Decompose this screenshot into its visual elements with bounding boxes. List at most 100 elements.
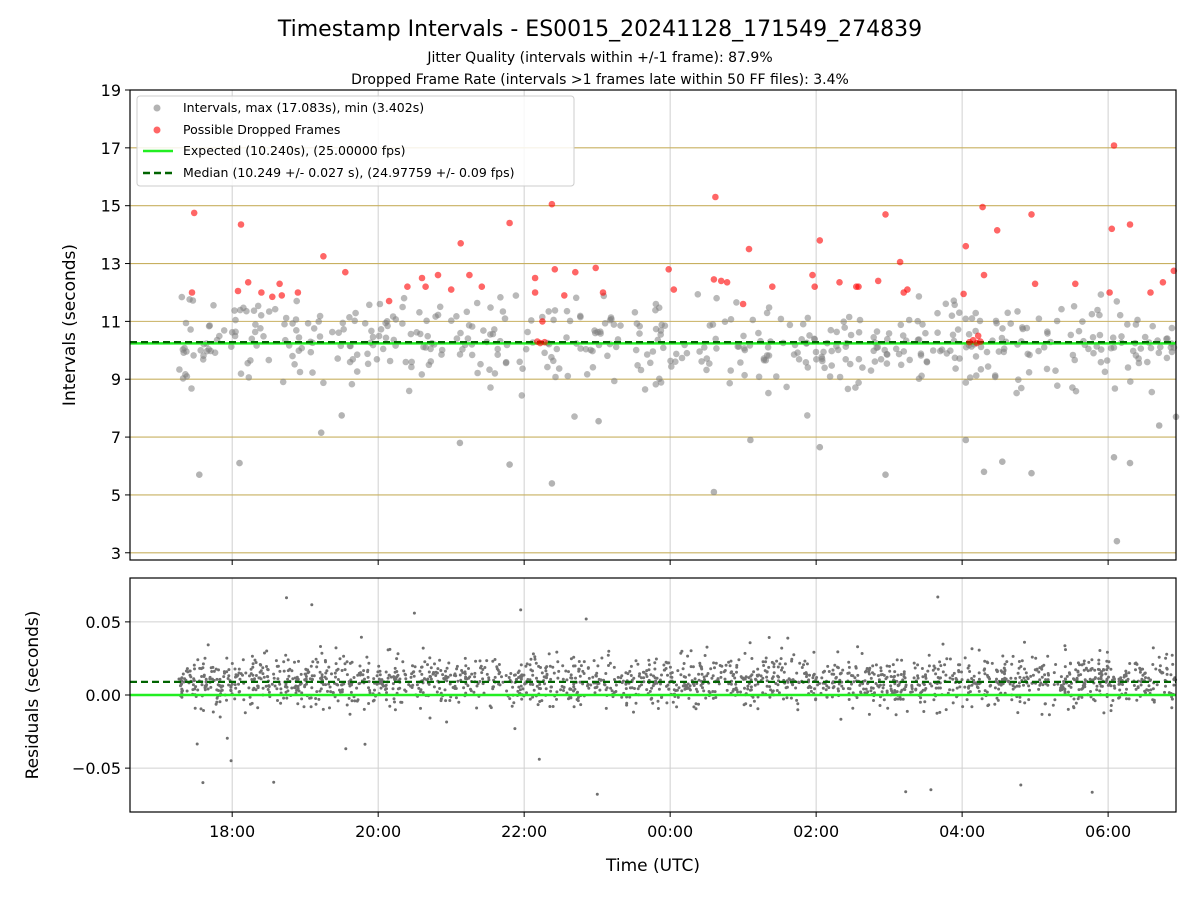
interval-point [883, 360, 891, 367]
residual-point [317, 697, 321, 701]
residual-point [296, 677, 300, 681]
interval-point [828, 362, 835, 369]
residual-point [340, 683, 344, 687]
interval-point [338, 412, 346, 419]
residual-point [869, 686, 873, 690]
interval-point [231, 307, 238, 314]
residual-point [415, 683, 419, 687]
residual-point [1043, 673, 1047, 677]
residual-point [547, 652, 551, 656]
residual-point [466, 684, 470, 688]
interval-point [883, 351, 891, 358]
interval-point [962, 379, 970, 386]
residual-point [436, 667, 440, 671]
residual-point [734, 687, 738, 691]
residual-point [420, 672, 424, 676]
residual-point [1023, 667, 1026, 671]
interval-point [182, 371, 189, 378]
dropped-frame-point [896, 258, 904, 266]
dropped-frame-point [874, 277, 882, 285]
interval-point [1094, 306, 1101, 314]
interval-point [1167, 344, 1175, 351]
residual-point [594, 674, 598, 678]
interval-point [871, 358, 879, 365]
residual-point [938, 686, 942, 690]
residual-point [1086, 669, 1090, 673]
residual-point [497, 663, 501, 666]
residual-point [752, 670, 756, 674]
residual-point [181, 672, 185, 676]
residual-point [1145, 688, 1149, 692]
residual-point [904, 685, 908, 689]
residual-point [1161, 671, 1165, 675]
interval-point [956, 309, 963, 317]
residual-point [645, 688, 649, 692]
residual-point [814, 698, 818, 702]
residual-point [756, 667, 760, 671]
residual-point [595, 671, 599, 675]
interval-point [1015, 376, 1022, 384]
residual-point [847, 698, 851, 701]
interval-point [453, 335, 461, 342]
interval-point [252, 321, 259, 328]
residual-point [1053, 698, 1057, 702]
interval-point [1096, 311, 1103, 319]
residual-point [303, 678, 307, 682]
interval-point [847, 331, 855, 339]
interval-point [307, 348, 315, 356]
residual-point [577, 667, 581, 671]
residual-point [556, 660, 560, 664]
residual-point [836, 650, 840, 654]
interval-point [855, 379, 862, 387]
residual-point [378, 673, 382, 677]
residual-point [749, 688, 753, 692]
x-axis-label: Time (UTC) [605, 856, 700, 876]
residual-point [267, 690, 271, 694]
interval-point [340, 326, 348, 333]
residual-point [353, 699, 357, 703]
interval-point [897, 321, 905, 329]
interval-point [594, 328, 601, 336]
interval-point [706, 322, 714, 329]
residual-point [273, 684, 277, 688]
residual-point [572, 689, 575, 693]
interval-point [589, 364, 597, 371]
residual-point [529, 657, 533, 661]
residual-point [884, 677, 888, 681]
residual-point [533, 655, 537, 659]
residual-point [344, 747, 348, 751]
residual-point [1013, 685, 1017, 689]
residual-point [529, 668, 533, 672]
interval-point [923, 358, 931, 366]
residual-point [705, 645, 709, 649]
residual-point [511, 685, 515, 689]
residual-point [384, 670, 388, 674]
residual-point [555, 690, 559, 694]
residual-point [1078, 663, 1081, 667]
interval-point [813, 356, 820, 363]
residual-point [749, 685, 753, 689]
residual-point [930, 684, 934, 688]
residual-point [1151, 687, 1155, 691]
interval-point [563, 307, 571, 315]
residual-point [445, 720, 449, 724]
residual-point [473, 675, 477, 679]
residual-point [868, 666, 872, 670]
interval-point [210, 302, 217, 309]
residual-point [1102, 711, 1106, 715]
dropped-frame-point [422, 283, 429, 291]
interval-point [271, 305, 279, 313]
residual-point [586, 682, 590, 686]
residual-point [1046, 678, 1050, 682]
residual-point [1163, 690, 1166, 694]
residual-point [426, 663, 429, 667]
residual-point [1087, 660, 1091, 664]
interval-point [733, 299, 740, 306]
interval-point [494, 351, 502, 359]
interval-point [351, 317, 359, 325]
interval-point [1116, 311, 1124, 319]
interval-point [595, 417, 602, 425]
residual-point [1066, 690, 1070, 694]
residual-point [355, 699, 359, 703]
interval-point [364, 350, 371, 358]
